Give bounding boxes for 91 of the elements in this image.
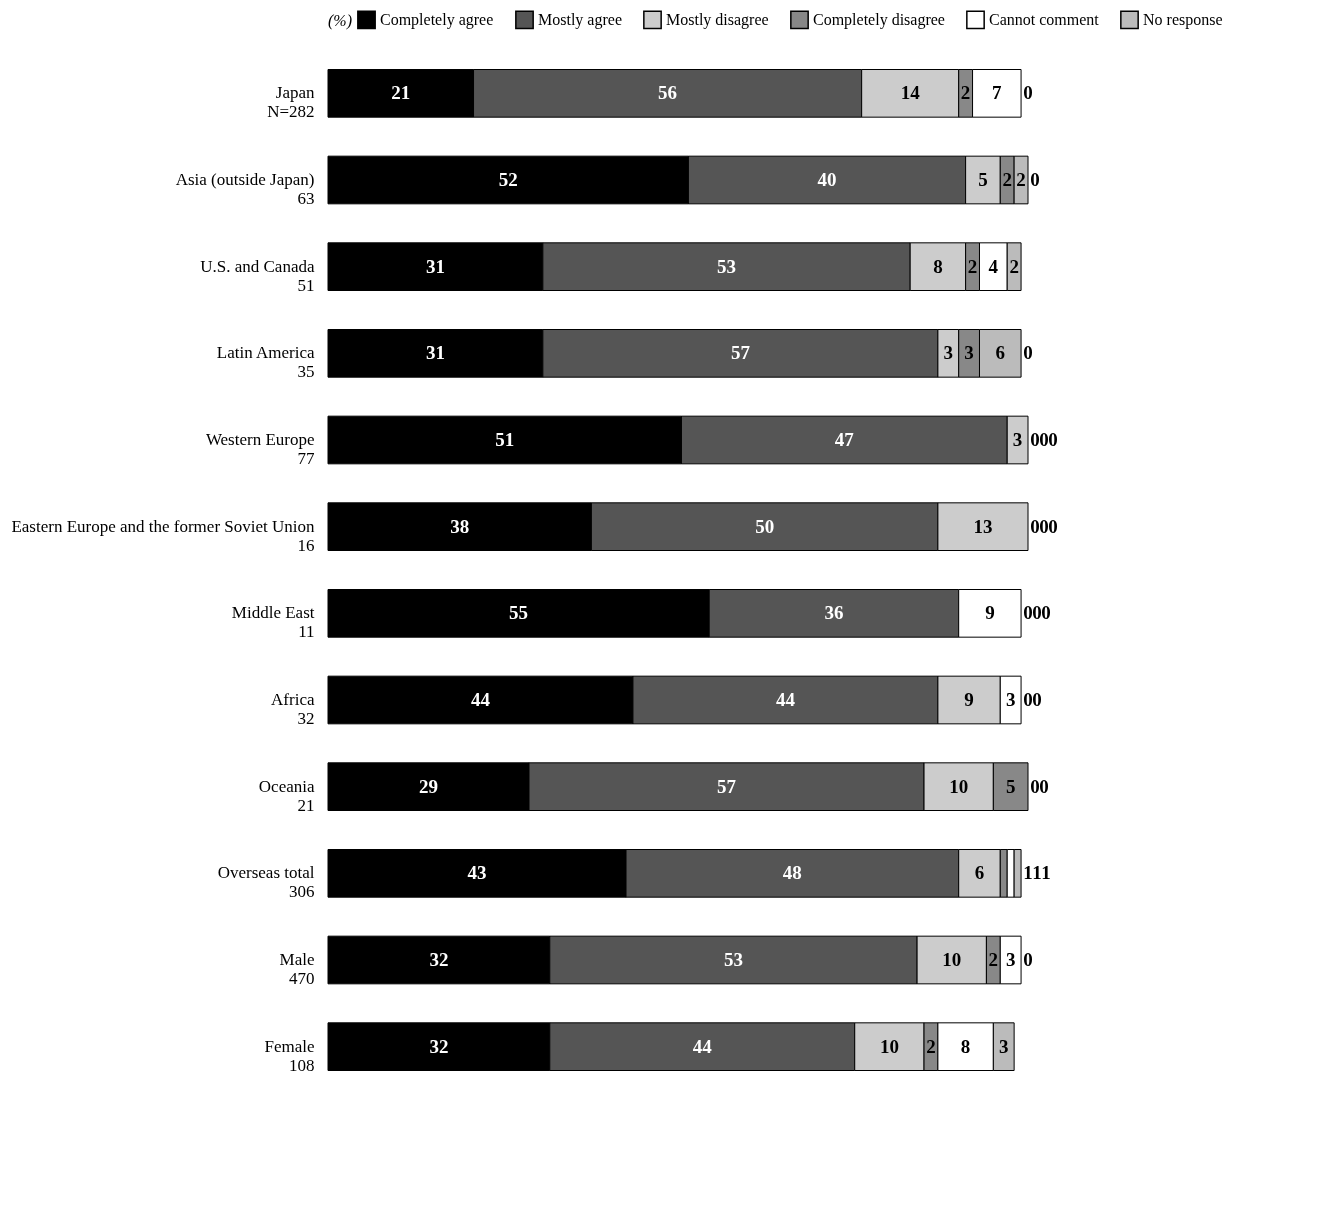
data-label: 57	[717, 775, 737, 797]
data-label: 0	[1048, 515, 1058, 537]
data-label: 2	[967, 255, 978, 277]
y-tick-label: Overseas total 306	[217, 863, 315, 902]
data-label: 50	[755, 515, 775, 537]
data-label: 0	[1023, 342, 1033, 364]
data-label: 2	[1009, 255, 1019, 277]
data-label: 53	[723, 949, 743, 970]
data-label: 5	[978, 169, 988, 190]
data-label: 53	[717, 255, 737, 277]
data-label: 57	[730, 342, 751, 364]
data-label: 31	[425, 255, 445, 277]
data-label: 0	[1030, 515, 1040, 537]
data-label: 55	[509, 602, 529, 624]
data-label: 3	[964, 342, 974, 364]
data-label: 1	[1041, 862, 1051, 884]
y-tick-label: Middle East 11	[231, 603, 315, 642]
data-label: 0	[1023, 602, 1033, 624]
data-label: 47	[834, 429, 855, 450]
data-label: 51	[495, 429, 515, 450]
data-label: 0	[1032, 602, 1042, 624]
y-tick-label: Latin America 35	[216, 343, 315, 382]
data-label: 3	[1005, 689, 1016, 710]
data-label: 0	[1023, 82, 1033, 104]
data-label: 2	[1016, 169, 1026, 190]
data-label: 5	[1005, 775, 1016, 797]
data-label: 13	[973, 515, 993, 537]
legend-label: Completely agree	[380, 10, 494, 29]
data-label: 44	[470, 689, 491, 710]
data-label: 21	[391, 82, 411, 104]
legend-label: Mostly agree	[538, 10, 622, 29]
data-label: 44	[692, 1035, 713, 1057]
data-label: 2	[1002, 169, 1012, 190]
y-tick-label: Oceania 21	[258, 776, 315, 815]
data-label: 0	[1030, 775, 1040, 797]
data-label: 2	[960, 82, 971, 104]
data-label: 52	[498, 169, 518, 190]
y-tick-label: Japan N=282	[267, 83, 315, 122]
data-label: 6	[995, 342, 1006, 364]
data-label: 0	[1039, 515, 1049, 537]
data-label: 3	[1012, 429, 1023, 450]
y-tick-label: U.S. and Canada 51	[200, 256, 315, 295]
data-label: 56	[658, 82, 678, 104]
data-label: 36	[824, 602, 844, 624]
data-label: 4	[988, 255, 999, 277]
data-label: 8	[933, 255, 943, 277]
legend-label: No response	[1143, 10, 1223, 29]
data-label: 0	[1032, 689, 1042, 710]
data-label: 3	[998, 1035, 1009, 1057]
data-label: 3	[943, 342, 954, 364]
data-label: 0	[1039, 429, 1049, 450]
data-label: 31	[425, 342, 445, 364]
data-label: 6	[974, 862, 985, 884]
data-label: 2	[988, 949, 999, 970]
y-tick-label: Female 108	[264, 1036, 315, 1075]
data-label: 0	[1048, 429, 1058, 450]
data-label: 10	[879, 1035, 899, 1057]
legend-label: Cannot comment	[989, 10, 1100, 28]
data-label: 32	[429, 949, 449, 970]
data-label: 48	[782, 862, 802, 884]
data-label: 9	[964, 689, 974, 710]
y-tick-label: Male 470	[279, 950, 315, 988]
data-label: 9	[985, 602, 995, 624]
data-label: 29	[419, 775, 438, 797]
data-label: 0	[1030, 429, 1040, 450]
data-label: 8	[960, 1035, 971, 1057]
data-label: 0	[1023, 689, 1033, 710]
y-tick-label: Africa 32	[271, 690, 315, 728]
data-label: 43	[467, 862, 487, 884]
data-label: 1	[1023, 862, 1033, 884]
data-label: 1	[1032, 862, 1042, 884]
data-label: 0	[1023, 949, 1033, 970]
legend-label: Completely disagree	[813, 10, 945, 29]
data-label: 10	[942, 949, 962, 970]
legend-label: Mostly disagree	[666, 10, 769, 29]
data-label: 7	[992, 82, 1003, 104]
data-label: 0	[1030, 169, 1040, 190]
data-label: 0	[1041, 602, 1051, 624]
data-label: 40	[817, 169, 837, 190]
data-label: 44	[775, 689, 796, 710]
y-tick-label: Western Europe 77	[205, 430, 315, 468]
legend-title: (%)	[328, 12, 352, 30]
data-label: 14	[900, 82, 921, 104]
y-tick-label: Eastern Europe and the former Soviet Union 16	[11, 516, 315, 555]
data-label: 0	[1039, 775, 1049, 797]
data-label: 3	[1005, 949, 1016, 970]
y-tick-label: Asia (outside Japan) 63	[175, 170, 315, 208]
data-label: 32	[429, 1035, 449, 1057]
data-label: 10	[949, 775, 969, 797]
data-label: 2	[926, 1035, 936, 1057]
data-label: 38	[450, 515, 470, 537]
